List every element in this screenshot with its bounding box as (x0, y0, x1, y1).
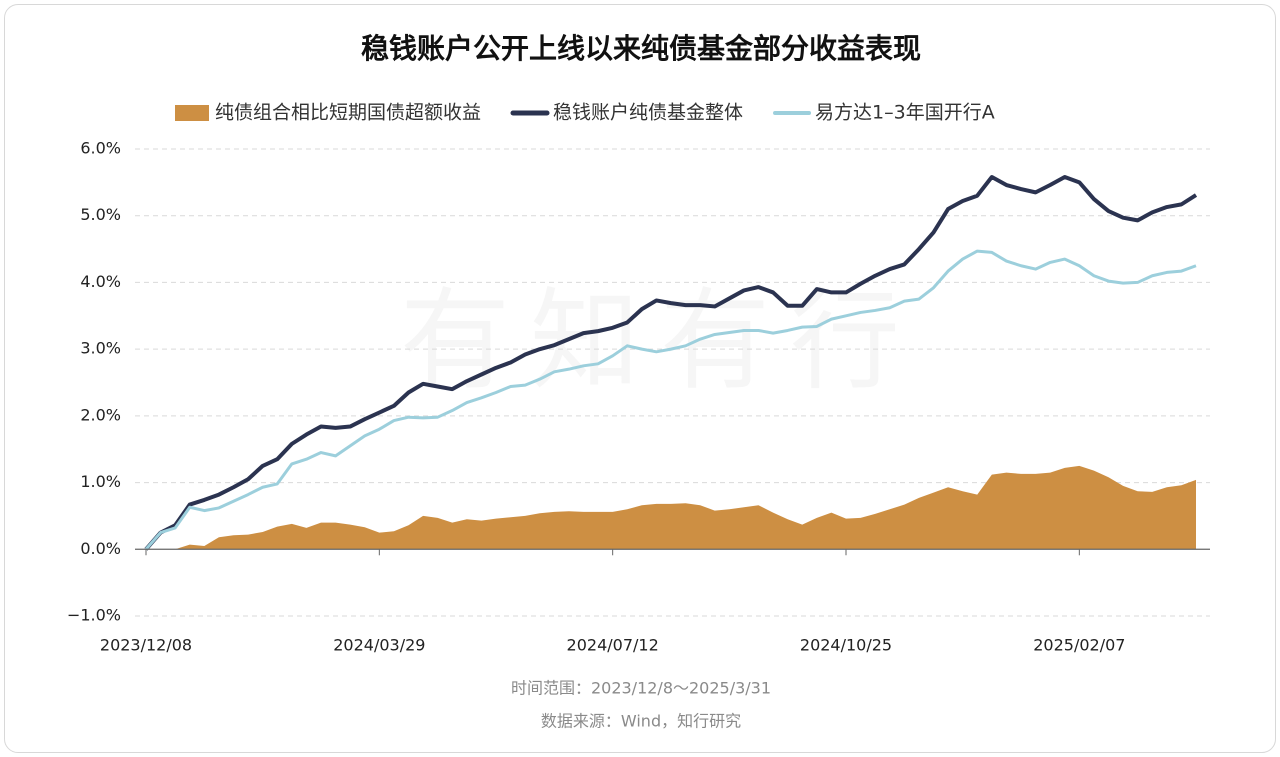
y-tick-label: 3.0% (80, 339, 121, 358)
line (144, 175, 1198, 551)
watermark: 有知有行 (400, 277, 920, 405)
y-tick-label: 6.0% (80, 139, 121, 158)
footnote: 时间范围：2023/12/8～2025/3/31 (511, 679, 771, 698)
footnote: 数据来源：Wind，知行研究 (541, 712, 741, 731)
y-tick-label: 2.0% (80, 405, 121, 424)
area (146, 465, 1196, 550)
y-tick-label: −1.0% (67, 606, 121, 625)
card: 稳钱账户公开上线以来纯债基金部分收益表现 有知有行 时间范围：2023/12/8… (4, 4, 1276, 753)
y-tick-label: 1.0% (80, 472, 121, 491)
legend-label: 易方达1–3年国开行A (815, 102, 995, 124)
y-tick-label: 4.0% (80, 272, 121, 291)
x-tick-label: 2024/07/12 (567, 636, 659, 655)
y-tick-label: 5.0% (80, 205, 121, 224)
line (144, 249, 1197, 551)
chart: 稳钱账户公开上线以来纯债基金部分收益表现 有知有行 时间范围：2023/12/8… (67, 32, 1210, 731)
x-tick-label: 2024/10/25 (800, 636, 892, 655)
y-tick-label: 0.0% (80, 539, 121, 558)
x-tick-label: 2024/03/29 (333, 636, 425, 655)
legend-label: 稳钱账户纯债基金整体 (553, 102, 743, 124)
legend-label: 纯债组合相比短期国债超额收益 (215, 102, 481, 124)
x-tick-label: 2025/02/07 (1033, 636, 1125, 655)
legend-swatch (175, 105, 209, 121)
chart-title: 稳钱账户公开上线以来纯债基金部分收益表现 (361, 32, 921, 65)
x-tick-label: 2023/12/08 (100, 636, 192, 655)
